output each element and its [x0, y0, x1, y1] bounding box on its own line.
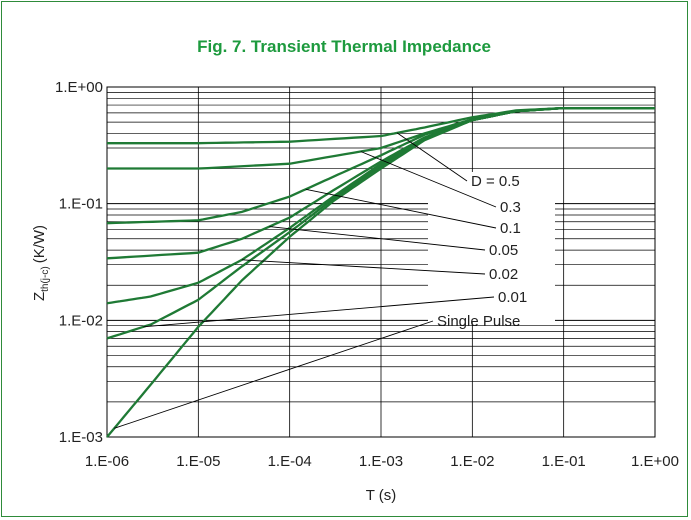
y-axis-label-unit: (K/W)	[31, 225, 48, 263]
y-tick-labels: 1.E-03 1.E-02 1.E-01 1.E+00	[55, 79, 103, 446]
leader-line	[114, 320, 434, 429]
x-tick-label: 1.E-05	[176, 453, 220, 470]
y-tick-label: 1.E-01	[59, 196, 103, 213]
x-tick-labels: 1.E-06 1.E-05 1.E-04 1.E-03 1.E-02 1.E-01 1.E+…	[85, 453, 679, 470]
series-label: 0.05	[489, 242, 518, 259]
series-label: D = 0.5	[471, 173, 520, 190]
series-line-6	[106, 106, 655, 438]
x-tick-label: 1.E-02	[450, 453, 494, 470]
y-axis-label: Zth(j-c) (K/W)	[31, 225, 51, 301]
leader-line	[305, 188, 497, 229]
y-axis-label-main: Z	[31, 292, 48, 301]
y-tick-label: 1.E-03	[59, 429, 103, 446]
series-label: 0.01	[498, 289, 527, 306]
leader-line	[396, 132, 468, 182]
series-label: 0.3	[500, 199, 521, 216]
leader-line	[269, 226, 486, 251]
x-tick-label: 1.E-01	[542, 453, 586, 470]
leader-line	[360, 151, 497, 208]
y-axis-label-sub: th(j-c)	[40, 266, 51, 292]
x-tick-label: 1.E-06	[85, 453, 129, 470]
series-label: 0.02	[489, 266, 518, 283]
y-tick-label: 1.E-02	[59, 312, 103, 329]
y-tick-label: 1.E+00	[55, 79, 103, 96]
x-tick-label: 1.E-04	[268, 453, 312, 470]
chart-title: Fig. 7. Transient Thermal Impedance	[197, 37, 491, 56]
x-axis-label: T (s)	[366, 487, 397, 504]
series-group	[106, 106, 655, 438]
major-grid	[106, 86, 656, 438]
annotations: D = 0.5 0.3 0.1 0.05 0.02 0.01 Single Pulse	[437, 173, 527, 330]
x-tick-label: 1.E-03	[359, 453, 403, 470]
leader-line	[143, 296, 495, 328]
x-tick-label: 1.E+00	[631, 453, 679, 470]
series-label: 0.1	[500, 220, 521, 237]
plot-area	[106, 86, 656, 438]
leader-lines	[114, 132, 497, 429]
series-label: Single Pulse	[437, 313, 520, 330]
leader-line	[241, 259, 486, 275]
